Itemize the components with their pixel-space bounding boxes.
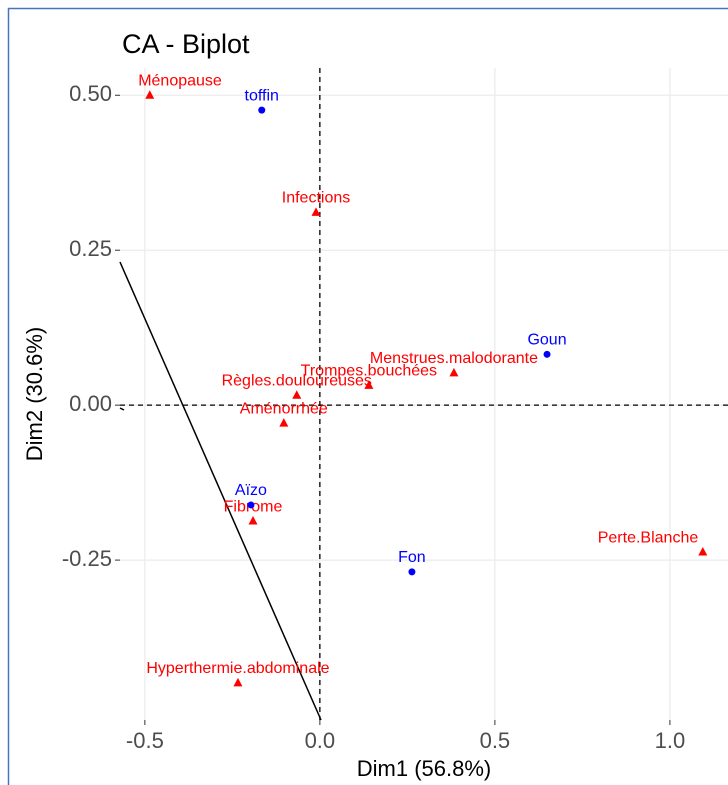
point-label: Perte.Blanche bbox=[598, 529, 699, 546]
point bbox=[408, 568, 416, 576]
y-tick-label: 0.25 bbox=[69, 236, 112, 261]
x-axis-title: Dim1 (56.8%) bbox=[357, 756, 491, 781]
point bbox=[248, 516, 258, 525]
point bbox=[279, 418, 289, 427]
y-tick-label: 0.50 bbox=[69, 81, 112, 106]
point bbox=[543, 350, 551, 358]
point bbox=[258, 106, 266, 114]
point-label: Goun bbox=[527, 332, 566, 349]
point-label: Infections bbox=[282, 190, 350, 207]
point bbox=[292, 390, 302, 399]
point-label: Règles.douloureuses bbox=[222, 372, 372, 389]
point bbox=[233, 677, 243, 687]
point bbox=[247, 501, 255, 509]
y-axis-title: Dim2 (30.6%) bbox=[22, 327, 47, 461]
chart-title: CA - Biplot bbox=[122, 29, 250, 59]
point bbox=[145, 90, 155, 99]
point-label: Aïzo bbox=[235, 482, 267, 499]
reference-lines bbox=[120, 68, 728, 720]
x-tick-label: 0.0 bbox=[305, 728, 336, 753]
point bbox=[364, 380, 374, 389]
point-label: toffin bbox=[245, 87, 279, 104]
point bbox=[311, 207, 321, 216]
points: Ménopause Infections Trompes.bouchéesRègle… bbox=[138, 72, 708, 687]
line bbox=[119, 261, 322, 721]
y-tick-label: -0.25 bbox=[62, 546, 112, 571]
x-tick-label: 1.0 bbox=[655, 728, 686, 753]
point-label: Fon bbox=[398, 549, 426, 566]
point-label: Aménorrhée bbox=[240, 400, 328, 417]
point-label: Trompes.bouchées bbox=[301, 363, 437, 380]
y-tick-label: 0.00 bbox=[69, 391, 112, 416]
line bbox=[119, 407, 125, 411]
point bbox=[698, 547, 708, 556]
point bbox=[449, 367, 459, 377]
x-tick-label: -0.5 bbox=[126, 728, 164, 753]
x-tick-label: 0.5 bbox=[480, 728, 511, 753]
grid bbox=[120, 68, 728, 720]
point-label: Menstrues.malodorante bbox=[370, 350, 538, 367]
frame bbox=[7, 7, 728, 785]
point-label: Ménopause bbox=[138, 72, 222, 89]
point-label: Hyperthermie.abdominale bbox=[146, 660, 329, 677]
